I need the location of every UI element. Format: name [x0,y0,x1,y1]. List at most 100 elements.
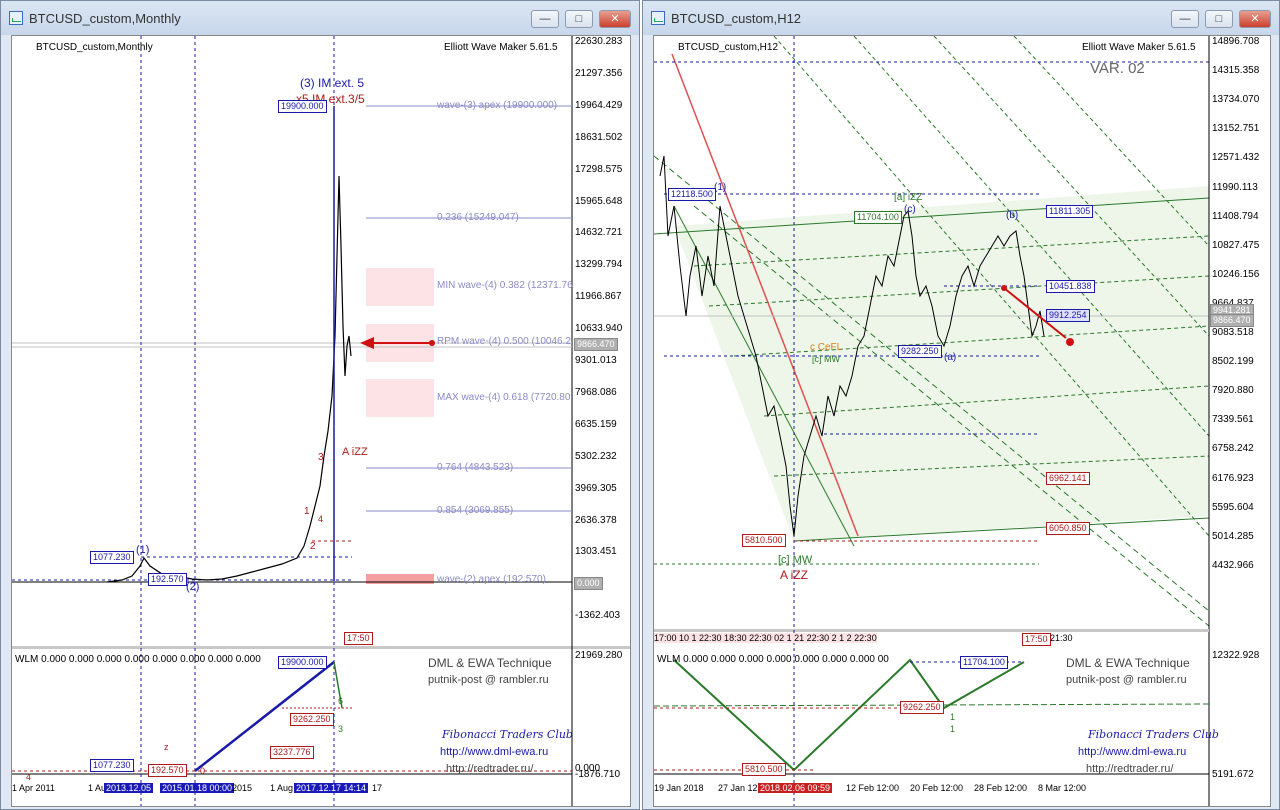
tag-6050: 6050.850 [1046,522,1090,535]
wlm-tag-top: 19900.000 [278,656,327,669]
price-chart-svg [654,36,1210,806]
time-highlight-1: 2013.12.05 [104,783,154,793]
wlm-num-6: 6 [338,696,344,706]
fib-level-0854: 0.854 (3069.855) [437,505,514,516]
chart-icon [651,11,665,25]
wlm-label: WLM 0.000 0.000 0.000 0.000 0.000 0.000 … [15,654,261,665]
price-axis-label: 11990.113 [1212,181,1258,193]
wlm-num-3: 3 [338,724,344,734]
price-axis-label: 10827.475 [1212,239,1260,251]
apex-tag: 19900.000 [278,100,327,113]
wave-3-label: (3) IM ext. 5 [300,76,365,90]
wave-1-sub-label: 1 [304,506,310,517]
chart-symbol-label: BTCUSD_custom,H12 [678,42,779,53]
indicator-label: Elliott Wave Maker 5.61.5 [444,42,558,53]
wlm-tag-w2: 192.570 [148,764,187,777]
price-axis-label: 6635.159 [575,418,617,430]
wlm-zero-label: 0 [200,766,206,776]
close-button[interactable]: ✕ [1239,10,1271,28]
watermark-line1: DML & EWA Technique [428,656,552,670]
titlebar[interactable]: BTCUSD_custom,H12 — □ ✕ [643,1,1279,35]
wlm-tag-9262: 9262.250 [900,701,944,714]
wave-3-num-label: 3 [318,452,324,463]
fib-level-apex2: wave-(2) apex (192.570) [437,574,546,585]
wlm-num-4: 4 [26,772,32,782]
chart-area[interactable]: BTCUSD_custom,H12 Elliott Wave Maker 5.6… [653,35,1271,807]
time-label-2: 1 Aug [88,783,112,793]
indicator-label: Elliott Wave Maker 5.61.5 [1082,42,1196,53]
chart-area[interactable]: BTCUSD_custom,Monthly Elliott Wave Maker… [11,35,631,807]
price-axis-label: 5302.232 [575,450,617,462]
price-axis-label: 6176.923 [1212,472,1254,484]
watermark-line3: Fibonacci Traders Club [442,728,573,741]
c-top-label: (c) [904,204,916,215]
price-axis-label: 7920.880 [1212,385,1254,397]
fib-level-rpm: RPM wave-(4) 0.500 (10046.2 [437,336,571,347]
ticker-right-tag-2: 21:30 [1050,633,1073,643]
wave-1-label: (1) [136,544,150,556]
price-axis-label: 13734.070 [1212,94,1260,106]
price-axis-label: 14896.708 [1212,36,1260,47]
price-axis-label: 19964.429 [575,99,623,111]
wlm-axis-top: 12322.928 [1212,650,1260,661]
current-price-tag: 9866.470 [574,338,618,351]
zero-price-tag: 0.000 [574,577,603,590]
time-label-4: 20 Feb 12:00 [910,783,964,793]
price-axis-label: 5595.604 [1212,501,1254,513]
price-axis-label: 18631.502 [575,131,623,143]
wave1-tag: 1077.230 [90,551,134,564]
cefl-label: c CeFL [810,342,843,353]
time-label-6: 8 Mar 12:00 [1038,783,1087,793]
price-axis-label: 14632.721 [575,227,623,239]
time-label-4: 1 Aug [270,783,294,793]
fib-level-max: MAX wave-(4) 0.618 (7720.80 [437,392,571,403]
window-monthly: BTCUSD_custom,Monthly — □ ✕ [0,0,640,810]
tag-5810: 5810.500 [742,534,786,547]
wlm-num-1b: 1 [950,724,956,734]
price-axis-label: 10633.940 [575,323,623,335]
titlebar[interactable]: BTCUSD_custom,Monthly — □ ✕ [1,1,639,35]
wave2-tag: 192.570 [148,573,187,586]
wlm-tag-w1: 1077.230 [90,759,134,772]
watermark-line1: DML & EWA Technique [1066,656,1190,670]
wlm-axis-bot: 5191.672 [1212,769,1254,780]
watermark-line2: putnik-post @ rambler.ru [1066,674,1187,686]
minimize-button[interactable]: — [531,10,559,28]
mw-label: [c] MW [812,354,840,364]
close-button[interactable]: ✕ [599,10,631,28]
wlm-axis-mid: 0.000 [575,763,601,774]
chart-symbol-label: BTCUSD_custom,Monthly [36,42,153,53]
time-label-2: 27 Jan 12 [718,783,758,793]
price-axis-label: 6758.242 [1212,443,1254,455]
price-axis-label: 11408.794 [1212,210,1259,222]
wlm-tag-low: 3237.776 [270,746,314,759]
ticker-right-tag: 17:50 [1022,633,1051,646]
price-axis-label: 10246.156 [1212,268,1260,280]
price-axis-label: 1303.451 [575,546,617,558]
time-tag: 17:50 [344,632,373,645]
current-price-tag: 9866.470 [1210,314,1254,327]
wlm-tag-5810: 5810.500 [742,763,786,776]
price-axis-label: 9301.013 [575,355,617,366]
a-izz-bottom-label: A iZZ [780,568,809,582]
wlm-label: WLM 0.000 0.000 0.000 0.000 0.000 0.000 … [657,654,889,665]
b-label: (b) [1006,210,1019,221]
wlm-axis-top: 21969.280 [575,650,623,661]
wave-2-sub-label: 2 [310,541,316,552]
tag-11704: 11704.100 [854,211,902,224]
maximize-button[interactable]: □ [565,10,593,28]
minimize-button[interactable]: — [1171,10,1199,28]
maximize-button[interactable]: □ [1205,10,1233,28]
time-highlight-3: 2017.12.17 14:14 [294,783,369,793]
price-axis-label: 8502.199 [1212,356,1254,368]
wlm-z-label: z [164,742,169,752]
fib-level-0764: 0.764 (4843.523) [437,462,514,473]
window-title: BTCUSD_custom,H12 [671,11,802,26]
watermark-line3: Fibonacci Traders Club [1088,728,1219,741]
fib-level-min: MIN wave-(4) 0.382 (12371.76 [437,280,573,291]
tag-10451: 10451.838 [1046,280,1095,293]
fib-level-0236: 0.236 (15249.047) [437,212,519,223]
time-label-5: 28 Feb 12:00 [974,783,1028,793]
a-izz-top-label: [a] iZZ [894,192,923,203]
price-axis-label: 7339.561 [1212,414,1254,426]
